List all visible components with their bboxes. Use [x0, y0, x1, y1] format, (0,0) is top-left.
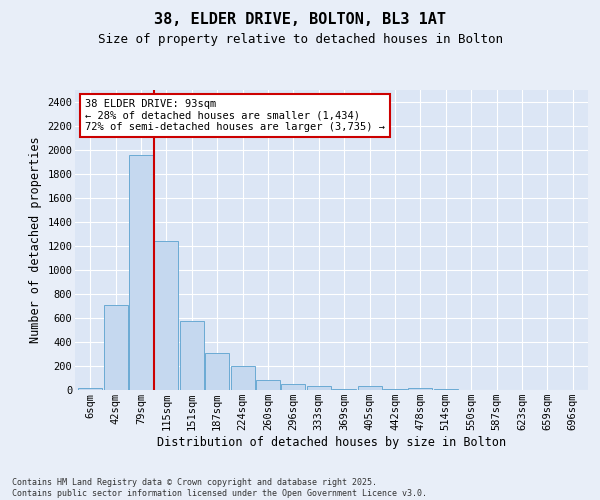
Bar: [256, 380, 280, 390]
Bar: [358, 386, 382, 390]
Bar: [332, 389, 356, 390]
Bar: [104, 305, 128, 390]
Text: 38, ELDER DRIVE, BOLTON, BL3 1AT: 38, ELDER DRIVE, BOLTON, BL3 1AT: [154, 12, 446, 28]
Y-axis label: Number of detached properties: Number of detached properties: [29, 136, 41, 344]
Bar: [409, 388, 433, 390]
Bar: [154, 241, 178, 390]
Bar: [230, 366, 254, 390]
Text: 38 ELDER DRIVE: 93sqm
← 28% of detached houses are smaller (1,434)
72% of semi-d: 38 ELDER DRIVE: 93sqm ← 28% of detached …: [85, 99, 385, 132]
Bar: [281, 384, 305, 390]
X-axis label: Distribution of detached houses by size in Bolton: Distribution of detached houses by size …: [157, 436, 506, 449]
Bar: [129, 155, 153, 390]
Bar: [307, 386, 331, 390]
Text: Contains HM Land Registry data © Crown copyright and database right 2025.
Contai: Contains HM Land Registry data © Crown c…: [12, 478, 427, 498]
Bar: [205, 354, 229, 390]
Bar: [78, 388, 103, 390]
Text: Size of property relative to detached houses in Bolton: Size of property relative to detached ho…: [97, 32, 503, 46]
Bar: [180, 321, 204, 390]
